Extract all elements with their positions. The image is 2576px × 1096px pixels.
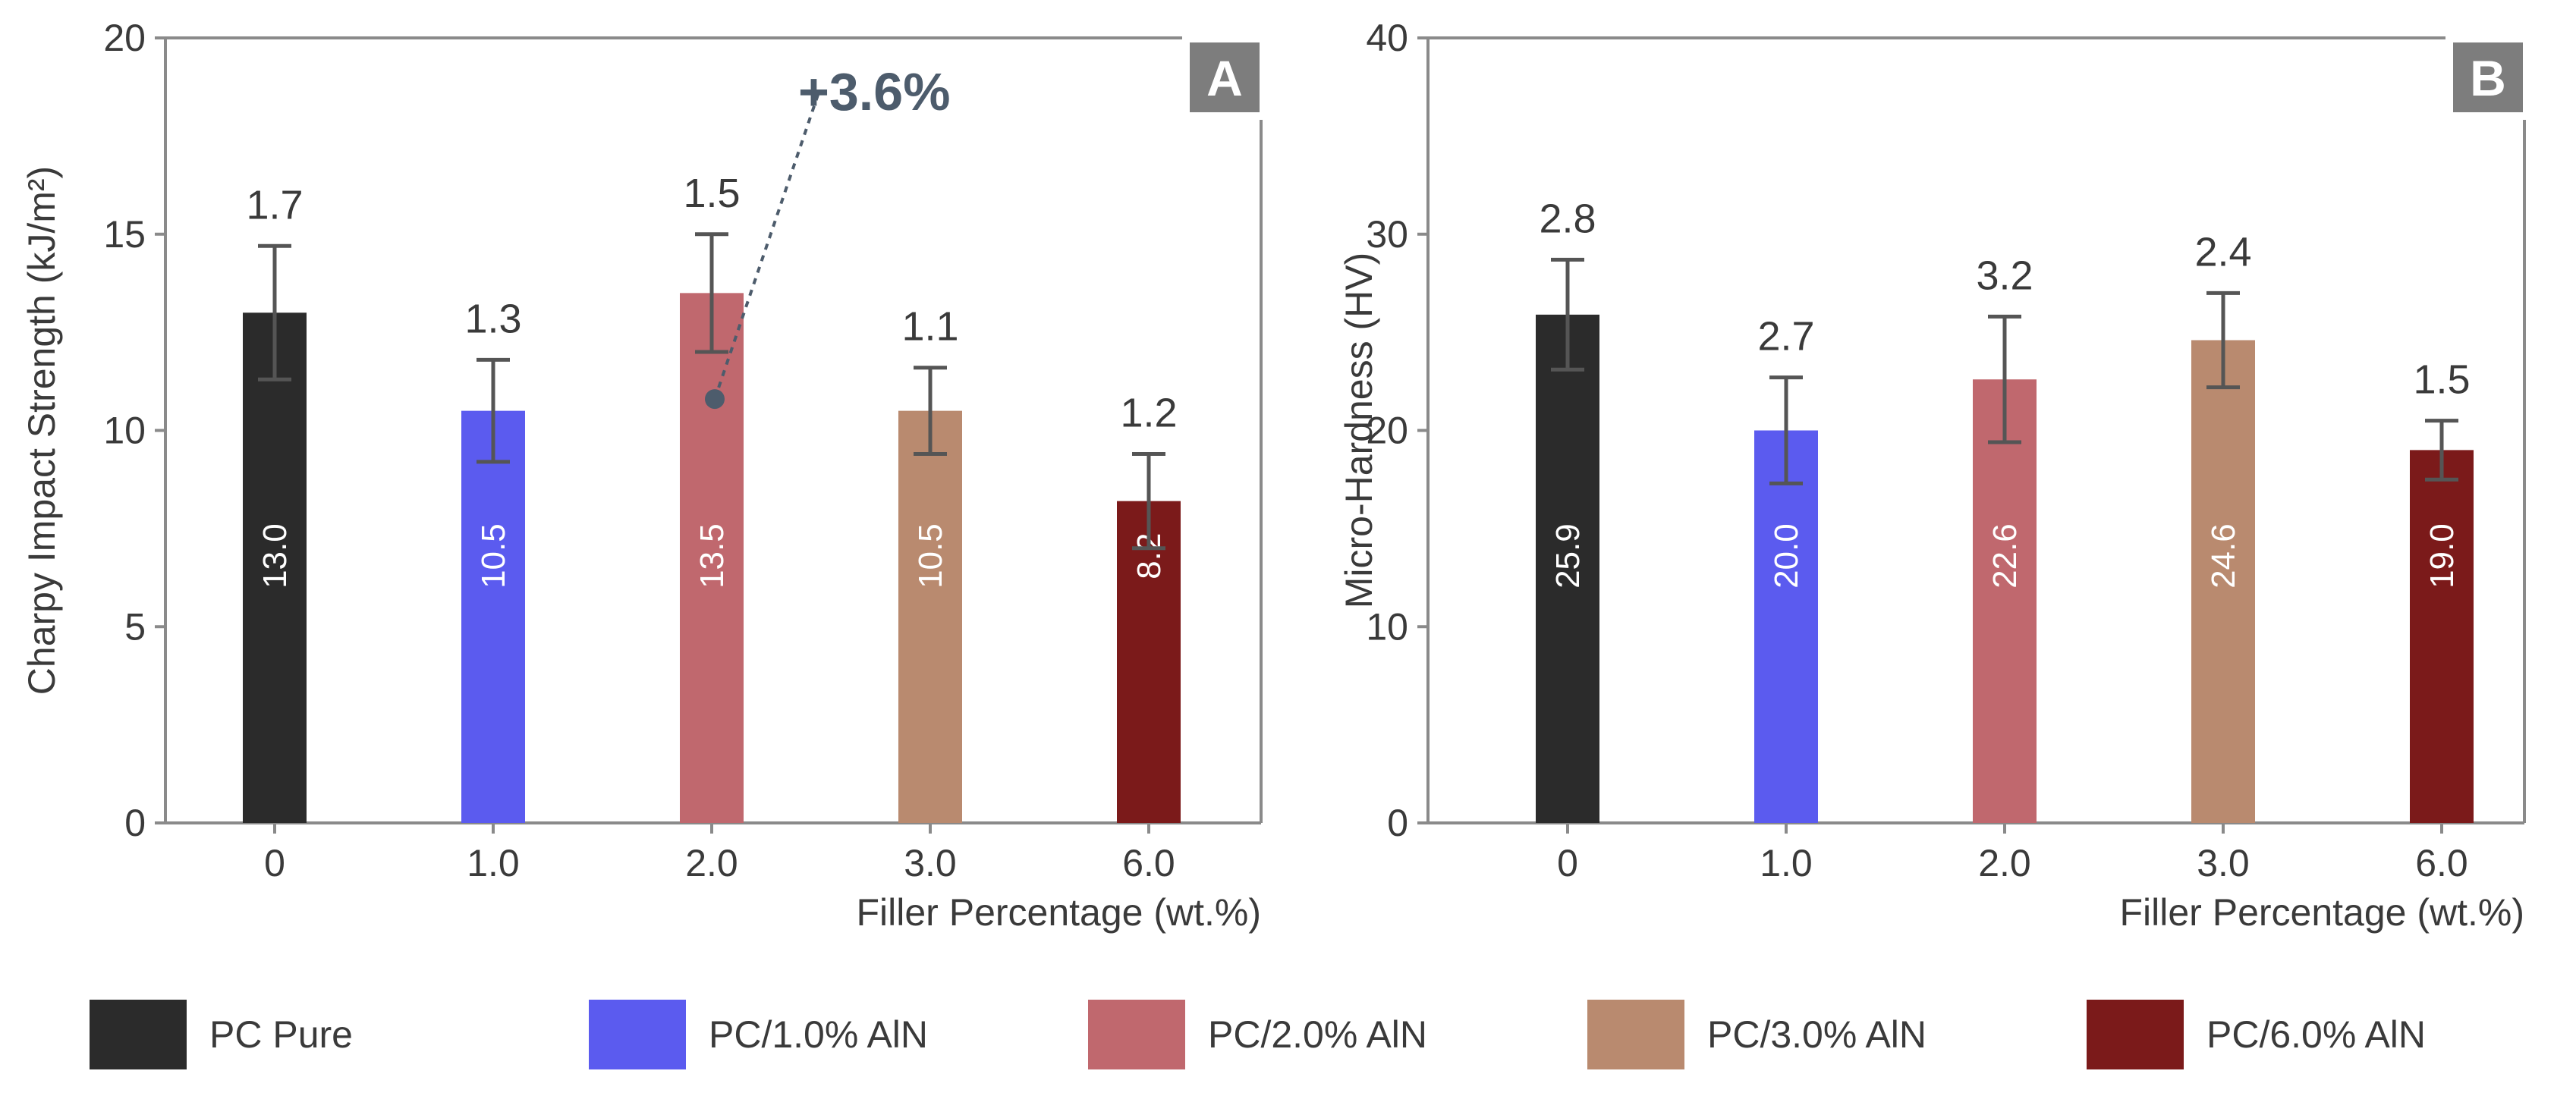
a-bar-6.0: [1117, 501, 1181, 823]
a-bar-3.0: [898, 410, 962, 823]
b-x-tick-label-3.0: 3.0: [2197, 842, 2250, 884]
b-y-tick-label: 30: [1366, 213, 1408, 256]
panel-b: B 0 10 20 30 40 Micro-Hardness (HV) Filler Perc…: [1338, 17, 2526, 934]
a-error-label-0: 1.7: [246, 182, 303, 228]
b-error-label-6.0: 1.5: [2413, 357, 2470, 403]
a-x-tick-label-6.0: 6.0: [1122, 842, 1175, 884]
b-x-axis-label: Filler Percentage (wt.%): [2120, 891, 2525, 934]
a-y-tick-label: 15: [103, 213, 146, 256]
a-y-tick-label: 5: [124, 605, 146, 648]
b-error-label-3.0: 2.4: [2194, 229, 2251, 275]
a-y-axis-label: Charpy Impact Strength (kJ/m²): [20, 166, 63, 695]
b-bar-6.0: [2410, 450, 2474, 823]
a-x-tick-label-2.0: 2.0: [685, 842, 738, 884]
legend-label-pc-3-0-aln: PC/3.0% AlN: [1707, 1013, 1926, 1056]
legend-swatch-pc-1-0-aln: [589, 1000, 686, 1069]
b-y-tick-label: 40: [1366, 17, 1408, 59]
b-panel-letter: B: [2470, 50, 2506, 106]
b-y-axis-label: Micro-Hardness (HV): [1338, 253, 1380, 609]
a-annotation-label: +3.6%: [798, 62, 950, 121]
b-bar-2.0: [1973, 379, 2037, 824]
a-value-label-1.0: 10.5: [475, 523, 512, 589]
b-error-label-0: 2.8: [1539, 196, 1596, 241]
b-value-label-2.0: 22.6: [1986, 523, 2024, 589]
a-x-tick-label-1.0: 1.0: [467, 842, 520, 884]
a-x-tick-label-3.0: 3.0: [904, 842, 957, 884]
a-bar-0: [243, 312, 307, 823]
legend-swatch-pc-3-0-aln: [1587, 1000, 1684, 1069]
b-error-label-2.0: 3.2: [1976, 253, 2033, 298]
b-panel-badge: [2453, 42, 2523, 112]
b-x-tick-label-0: 0: [1557, 842, 1578, 884]
a-error-label-3.0: 1.1: [901, 304, 958, 350]
a-panel-badge: [1190, 42, 1260, 112]
b-x-tick-label-2.0: 2.0: [1978, 842, 2031, 884]
legend-swatch-pc-2-0-aln: [1088, 1000, 1185, 1069]
a-y-tick-label: 0: [124, 802, 146, 844]
a-value-label-2.0: 13.5: [694, 523, 731, 589]
b-value-label-0: 25.9: [1549, 523, 1587, 589]
a-value-label-0: 13.0: [256, 523, 294, 589]
a-x-axis-label: Filler Percentage (wt.%): [857, 891, 1262, 934]
a-annotation-point: [705, 389, 725, 410]
a-panel-letter: A: [1206, 50, 1243, 106]
a-error-label-6.0: 1.2: [1120, 391, 1177, 436]
legend-label-pc-1-0-aln: PC/1.0% AlN: [709, 1013, 928, 1056]
a-annotation-leader-line: [713, 94, 819, 400]
b-x-tick-label-1.0: 1.0: [1760, 842, 1813, 884]
a-error-label-1.0: 1.3: [464, 296, 521, 341]
b-y-tick-label: 10: [1366, 605, 1408, 648]
b-bar-3.0: [2191, 340, 2255, 824]
a-bar-2.0: [680, 293, 744, 823]
legend-label-pc-pure: PC Pure: [209, 1013, 353, 1056]
b-bar-1.0: [1754, 430, 1818, 823]
legend-label-pc-6-0-aln: PC/6.0% AlN: [2206, 1013, 2426, 1056]
legend: PC Pure PC/1.0% AlN PC/2.0% AlN PC/3.0% AlN…: [90, 1000, 2426, 1069]
b-value-label-1.0: 20.0: [1768, 523, 1805, 589]
b-x-tick-label-6.0: 6.0: [2415, 842, 2468, 884]
b-error-label-1.0: 2.7: [1757, 314, 1814, 360]
a-y-tick-label: 10: [103, 410, 146, 452]
legend-swatch-pc-pure: [90, 1000, 187, 1069]
a-bar-1.0: [461, 410, 525, 823]
a-y-tick-label: 20: [103, 17, 146, 59]
a-x-tick-label-0: 0: [264, 842, 285, 884]
a-error-label-2.0: 1.5: [683, 171, 740, 216]
legend-swatch-pc-6-0-aln: [2087, 1000, 2184, 1069]
a-value-label-3.0: 10.5: [912, 523, 949, 589]
legend-label-pc-2-0-aln: PC/2.0% AlN: [1208, 1013, 1427, 1056]
b-value-label-3.0: 24.6: [2205, 523, 2242, 589]
b-bar-0: [1536, 314, 1599, 823]
b-y-tick-label: 0: [1387, 802, 1408, 844]
b-value-label-6.0: 19.0: [2423, 523, 2461, 589]
panel-a: A 0 5 10 15 20 Charpy Impact Strength (kJ/m²) F…: [20, 17, 1263, 934]
b-y-tick-label: 20: [1366, 410, 1408, 452]
